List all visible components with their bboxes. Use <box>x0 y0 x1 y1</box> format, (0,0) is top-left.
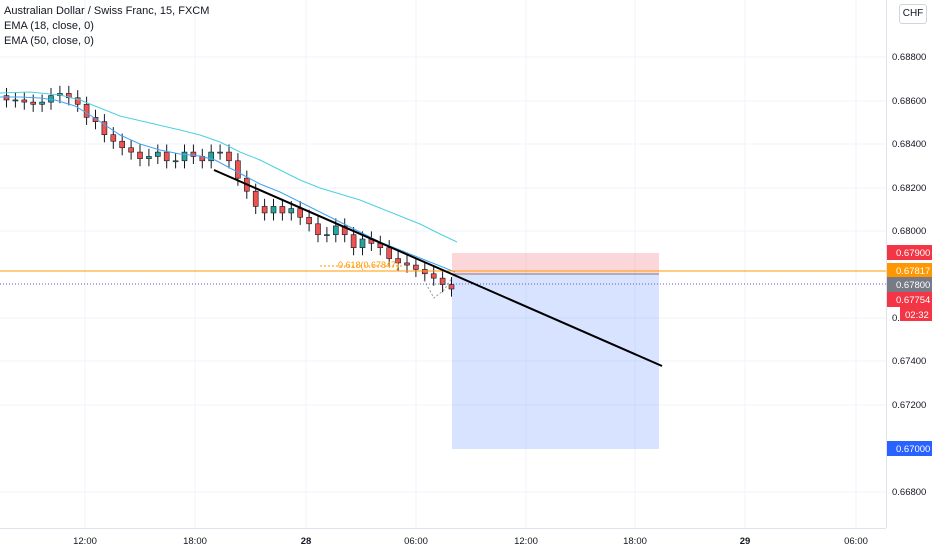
candle <box>92 117 99 122</box>
price-tick: 0.68600 <box>892 96 926 107</box>
candle <box>279 206 286 214</box>
last-price-badge: 0.67817 <box>896 266 930 277</box>
candle <box>181 151 188 162</box>
trendline[interactable] <box>213 169 663 367</box>
candle <box>155 151 161 157</box>
currency-button[interactable]: CHF <box>899 4 927 24</box>
time-tick: 06:00 <box>404 536 428 547</box>
price-tick: 0.68000 <box>892 226 926 237</box>
candle <box>39 101 45 105</box>
candle <box>101 121 108 136</box>
grid <box>0 0 886 528</box>
candle <box>395 258 401 264</box>
price-tick: 0.68800 <box>892 52 926 63</box>
candle <box>386 247 393 259</box>
candle <box>146 156 152 159</box>
candle <box>270 206 277 214</box>
candle <box>261 206 268 214</box>
time-tick: 12:00 <box>514 536 538 547</box>
price-tick: 0.68200 <box>892 183 926 194</box>
candle <box>439 277 446 285</box>
candle <box>190 151 197 157</box>
fib-label[interactable]: 0.618(0.67847) <box>338 260 399 270</box>
candle <box>421 269 428 275</box>
candle <box>288 208 295 214</box>
candle <box>66 93 72 99</box>
candle <box>297 208 304 218</box>
candle <box>404 262 410 266</box>
retrace-dashes <box>423 277 453 299</box>
price-tick: 0.68400 <box>892 139 926 150</box>
time-tick: 12:00 <box>73 536 97 547</box>
take-profit-zone[interactable] <box>452 274 659 449</box>
candle <box>3 95 10 101</box>
candle <box>341 225 348 235</box>
candle <box>74 97 81 105</box>
candle <box>235 160 241 179</box>
candle <box>332 225 339 235</box>
candle <box>430 273 437 279</box>
candle <box>350 234 357 249</box>
target-badge-bg <box>887 441 932 456</box>
price-tick: 0.66800 <box>892 487 926 498</box>
candle <box>359 238 366 249</box>
candle <box>448 284 455 290</box>
candle <box>12 99 19 102</box>
countdown-badge-bg <box>900 307 932 321</box>
time-tick: 29 <box>740 536 751 547</box>
stop-badge: 0.67900 <box>896 248 930 259</box>
stop-loss-zone[interactable] <box>452 253 659 274</box>
candle <box>306 216 312 225</box>
candle <box>30 101 37 105</box>
price-tick: 0.67400 <box>892 356 926 367</box>
target-badge: 0.67000 <box>896 444 930 455</box>
countdown-badge: 02:32 <box>905 310 929 321</box>
current-price-badge-bg <box>887 292 932 307</box>
time-axis[interactable]: 12:00 18:00 28 06:00 12:00 18:00 29 06:0… <box>73 536 868 547</box>
candle <box>137 151 143 159</box>
time-tick: 06:00 <box>844 536 868 547</box>
symbol-title[interactable]: Australian Dollar / Swiss Franc, 15, FXC… <box>4 5 210 17</box>
ema-50-line <box>0 91 458 243</box>
last-price-badge-bg <box>887 263 932 278</box>
candle <box>119 140 125 149</box>
chart-legend[interactable]: Australian Dollar / Swiss Franc, 15, FXC… <box>4 4 209 49</box>
candle <box>163 151 170 162</box>
time-tick: 18:00 <box>183 536 207 547</box>
candle <box>324 234 330 236</box>
candle <box>315 223 321 235</box>
candle <box>128 147 134 153</box>
candle <box>172 160 179 163</box>
current-price-badge: 0.67754 <box>896 295 930 306</box>
entry-badge-bg <box>887 277 932 292</box>
candle <box>226 151 232 162</box>
entry-badge: 0.67800 <box>896 280 930 291</box>
ema-50-legend[interactable]: EMA (50, close, 0) <box>4 35 94 47</box>
ema-18-legend[interactable]: EMA (18, close, 0) <box>4 20 94 32</box>
candle <box>208 151 214 162</box>
candle <box>252 190 259 207</box>
candle <box>83 103 90 118</box>
time-tick: 28 <box>301 536 312 547</box>
candle <box>110 134 117 142</box>
price-badges: 0.67900 0.67817 0.67800 0.67754 02:32 0.… <box>887 245 932 456</box>
candle <box>21 99 28 103</box>
price-tick: 0.67200 <box>892 400 926 411</box>
time-tick: 18:00 <box>623 536 647 547</box>
candle <box>413 264 419 270</box>
candle <box>217 151 223 154</box>
stop-badge-bg <box>887 245 932 260</box>
